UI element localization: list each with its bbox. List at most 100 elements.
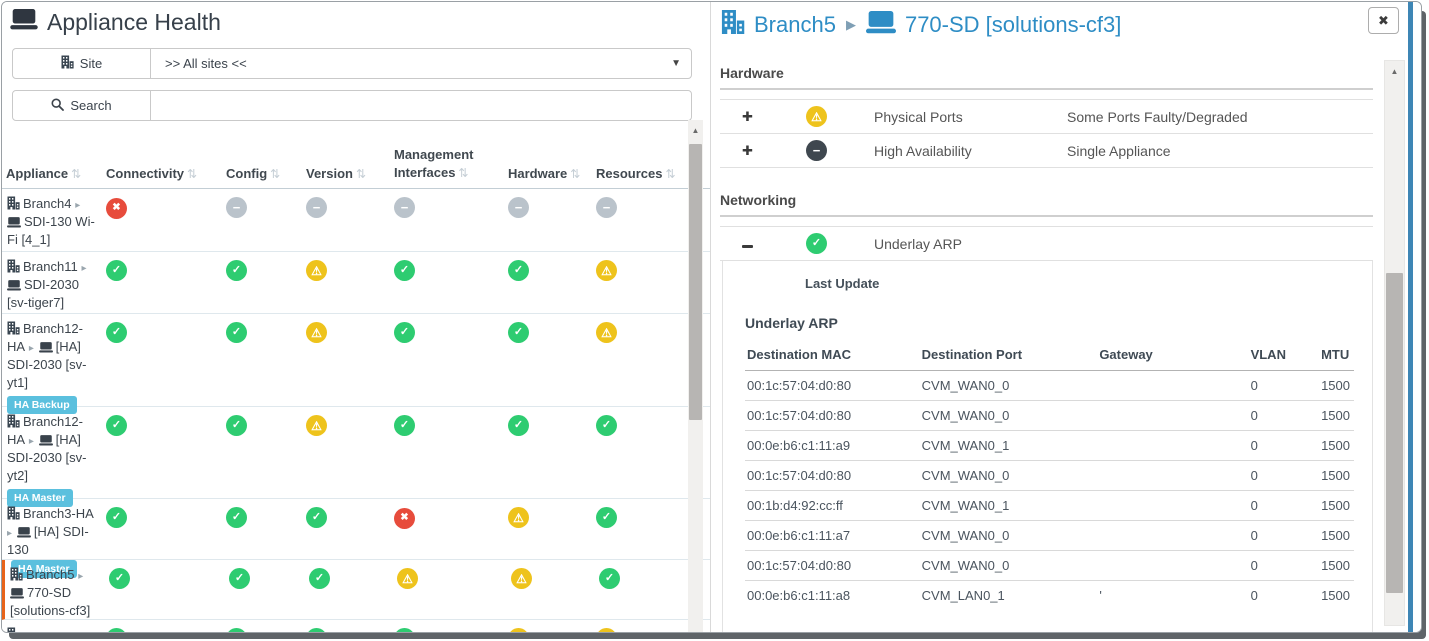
status-glyph: ⚠ xyxy=(601,263,612,278)
status-glyph: − xyxy=(400,200,409,216)
sort-icon[interactable]: ⇅ xyxy=(71,167,82,182)
column-header-management-interfaces[interactable]: Management Interfaces ⇅ xyxy=(390,146,504,181)
appliance-row[interactable]: Branch12-HA ▸ [HA] SDI-2030 [sv-yt2] HA M… xyxy=(2,407,710,508)
arp-cell: CVM_WAN0_0 xyxy=(919,460,1098,491)
sort-icon[interactable]: ⇅ xyxy=(665,167,676,182)
appliance-device-name: 770-SD [solutions-cf3] xyxy=(10,585,91,618)
right-scrollbar[interactable]: ▲ xyxy=(1384,60,1405,626)
arp-cell: 00:0e:b6:c1:11:a8 xyxy=(747,588,851,603)
appliance-row[interactable]: Branch3-HA ▸ [HA] SDI-130 HA Master ✓ ✓ ✓ ✖ ⚠… xyxy=(2,499,710,579)
appliance-row[interactable]: Branch4 ▸ SDI-130 Wi-Fi [4_1] ✖ − − − − − xyxy=(2,189,710,253)
chevron-right-icon: ▶ xyxy=(845,17,856,32)
sort-icon[interactable]: ⇅ xyxy=(355,167,367,182)
status-cell: ✓ xyxy=(504,252,592,313)
arp-column-destination-mac: Destination MAC xyxy=(745,341,920,371)
column-header-resources[interactable]: Resources ⇅ xyxy=(592,166,678,181)
status-cell: ✓ xyxy=(592,407,678,498)
warn-status-icon: ⚠ xyxy=(508,507,529,529)
error-status-icon: ✖ xyxy=(394,507,415,529)
arp-cell: 00:1c:57:04:d0:80 xyxy=(745,400,920,431)
column-header-connectivity[interactable]: Connectivity ⇅ xyxy=(102,166,222,181)
appliance-row[interactable]: Branch11 ▸ SDI-2030 [sv-tiger7] ✓ ✓ ⚠ ✓ ✓ ⚠ xyxy=(2,252,710,315)
appliance-row[interactable]: ✓ ✓ ✓ ✓ ⚠ ⚠ xyxy=(2,620,710,632)
status-cell: ✓ xyxy=(222,499,302,559)
right-scrollbar-thumb[interactable] xyxy=(1386,273,1403,593)
ok-status-icon: ✓ xyxy=(229,568,250,590)
arp-cell: 0 xyxy=(1248,550,1320,581)
status-glyph: ✓ xyxy=(231,264,242,277)
close-button[interactable]: ✖ xyxy=(1368,7,1399,34)
appliance-cell: Branch11 ▸ SDI-2030 [sv-tiger7] xyxy=(2,252,102,313)
column-header-config[interactable]: Config ⇅ xyxy=(222,166,302,181)
collapse-minus-icon[interactable] xyxy=(720,236,782,251)
warn-status-icon: ⚠ xyxy=(806,106,827,127)
appliance-cell: Branch3-HA ▸ [HA] SDI-130 HA Master xyxy=(2,499,102,579)
health-check-row[interactable]: ✚ − High Availability Single Appliance xyxy=(720,134,1373,168)
scroll-up-icon[interactable]: ▲ xyxy=(1390,67,1399,76)
tree-expand-icon[interactable]: ▸ xyxy=(75,571,84,583)
tree-expand-icon[interactable]: ▸ xyxy=(26,343,37,355)
scroll-up-icon[interactable]: ▲ xyxy=(691,126,700,135)
status-cell: ✓ xyxy=(102,499,222,559)
sort-icon[interactable]: ⇅ xyxy=(187,167,198,182)
appliance-cell: Branch12-HA ▸ [HA] SDI-2030 [sv-yt1] HA B… xyxy=(2,314,102,415)
health-check-row[interactable]: ✓ Underlay ARP xyxy=(720,227,1373,261)
status-glyph: ✓ xyxy=(604,572,615,585)
sort-icon[interactable]: ⇅ xyxy=(458,165,469,180)
status-glyph: − xyxy=(602,200,611,216)
tree-expand-icon[interactable]: ▸ xyxy=(72,200,81,212)
arp-cell: 00:1c:57:04:d0:80 xyxy=(745,550,920,581)
appliance-icon xyxy=(38,432,56,447)
check-detail: Single Appliance xyxy=(1067,142,1171,159)
error-status-icon: ✖ xyxy=(106,197,127,219)
arp-cell: 1500 xyxy=(1319,400,1354,431)
arp-cell xyxy=(1097,460,1249,491)
breadcrumb-site[interactable]: Branch5 xyxy=(754,12,836,37)
arp-cell: 1500 xyxy=(1319,460,1354,491)
arp-cell: CVM_WAN0_1 xyxy=(919,430,1098,461)
status-cell: ✓ xyxy=(782,233,874,254)
appliance-detail-panel: Branch5 ▶ 770-SD [solutions-cf3] ✖ Hardw… xyxy=(710,2,1421,632)
status-cell: ⚠ xyxy=(782,106,874,127)
ok-status-icon: ✓ xyxy=(596,507,617,529)
status-glyph: ⚠ xyxy=(513,510,524,525)
status-glyph: ✓ xyxy=(311,511,322,524)
appliance-row[interactable]: Branch5 ▸ 770-SD [solutions-cf3] ✓ ✓ ✓ ⚠ ⚠ ✓ xyxy=(2,560,710,621)
building-icon xyxy=(61,55,74,72)
arp-cell xyxy=(1097,550,1249,581)
left-scrollbar-thumb[interactable] xyxy=(689,144,702,420)
search-filter: Search xyxy=(12,90,692,121)
arp-cell xyxy=(1097,370,1249,401)
column-header-hardware[interactable]: Hardware ⇅ xyxy=(504,166,592,181)
status-cell: ✓ xyxy=(222,252,302,313)
warn-status-icon: ⚠ xyxy=(306,415,327,437)
sort-icon[interactable]: ⇅ xyxy=(270,167,281,182)
arp-cell: CVM_WAN0_0 xyxy=(919,550,1098,581)
expand-plus-icon[interactable]: ✚ xyxy=(742,142,753,158)
expand-plus-icon[interactable]: ✚ xyxy=(742,108,753,124)
status-glyph: ✓ xyxy=(601,511,612,524)
arp-cell: 0 xyxy=(1248,370,1320,401)
ha-role-badge: HA Backup xyxy=(7,395,77,415)
health-check-row[interactable]: ✚ ⚠ Physical Ports Some Ports Faulty/Degrad… xyxy=(720,100,1373,134)
status-cell: ✓ xyxy=(390,252,504,313)
tree-expand-icon[interactable]: ▸ xyxy=(78,263,87,275)
status-glyph: ✓ xyxy=(399,326,410,339)
section-title-hardware: Hardware xyxy=(720,65,784,81)
arp-cell: 0 xyxy=(1248,520,1320,551)
column-header-version[interactable]: Version ⇅ xyxy=(302,166,390,181)
tree-expand-icon[interactable]: ▸ xyxy=(7,528,15,540)
breadcrumb-device[interactable]: 770-SD [solutions-cf3] xyxy=(904,12,1122,37)
left-scrollbar[interactable]: ▲ xyxy=(688,120,703,632)
appliance-row[interactable]: Branch12-HA ▸ [HA] SDI-2030 [sv-yt1] HA B… xyxy=(2,314,710,415)
appliance-cell: Branch12-HA ▸ [HA] SDI-2030 [sv-yt2] HA M… xyxy=(2,407,102,508)
search-input[interactable] xyxy=(151,91,691,120)
arp-cell: 0 xyxy=(1250,588,1258,603)
site-select[interactable]: >> All sites << ▼ xyxy=(151,49,691,78)
column-header-appliance[interactable]: Appliance ⇅ xyxy=(2,166,102,181)
none-status-icon: − xyxy=(596,197,617,219)
tree-expand-icon[interactable]: ▸ xyxy=(26,436,37,448)
ok-status-icon: ✓ xyxy=(596,415,617,437)
sort-icon[interactable]: ⇅ xyxy=(570,167,581,182)
column-header-label: Management Interfaces xyxy=(394,147,474,180)
